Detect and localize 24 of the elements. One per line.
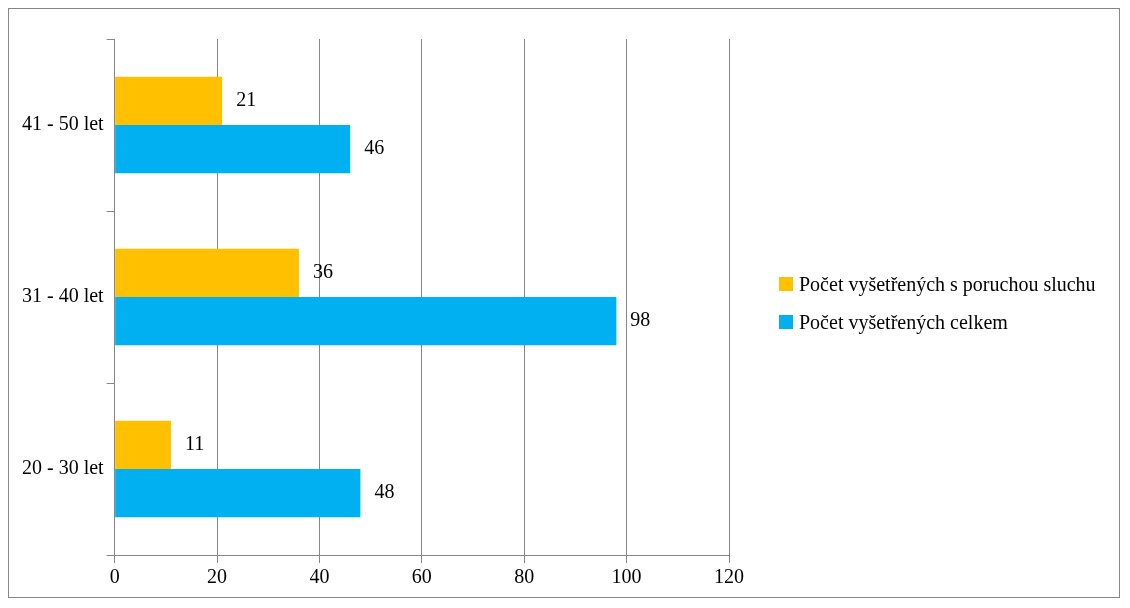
- data-label: 11: [184, 432, 205, 455]
- legend-label: Počet vyšetřených celkem: [799, 310, 1008, 334]
- legend-label: Počet vyšetřených s poruchou sluchu: [799, 272, 1096, 296]
- bar: [115, 469, 361, 518]
- y-tick-label: 20 - 30 let: [21, 456, 105, 479]
- x-tick-label: 0: [109, 565, 120, 588]
- data-label: 46: [364, 136, 385, 159]
- y-tick-label: 41 - 50 let: [21, 112, 105, 135]
- bar: [115, 420, 171, 469]
- x-tick-label: 80: [514, 565, 535, 588]
- data-label: 98: [630, 308, 651, 331]
- data-label: 48: [374, 480, 395, 503]
- x-tick-label: 120: [714, 565, 744, 588]
- x-tick-label: 60: [411, 565, 432, 588]
- bar: [115, 125, 351, 174]
- bar: [115, 76, 223, 125]
- data-label: 21: [236, 88, 257, 111]
- x-tick-label: 20: [207, 565, 228, 588]
- y-tick-label: 31 - 40 let: [21, 284, 105, 307]
- data-label: 36: [312, 260, 333, 283]
- x-tick-label: 100: [611, 565, 642, 588]
- bar: [115, 248, 299, 297]
- bar: [115, 297, 617, 346]
- x-tick-label: 40: [309, 565, 330, 588]
